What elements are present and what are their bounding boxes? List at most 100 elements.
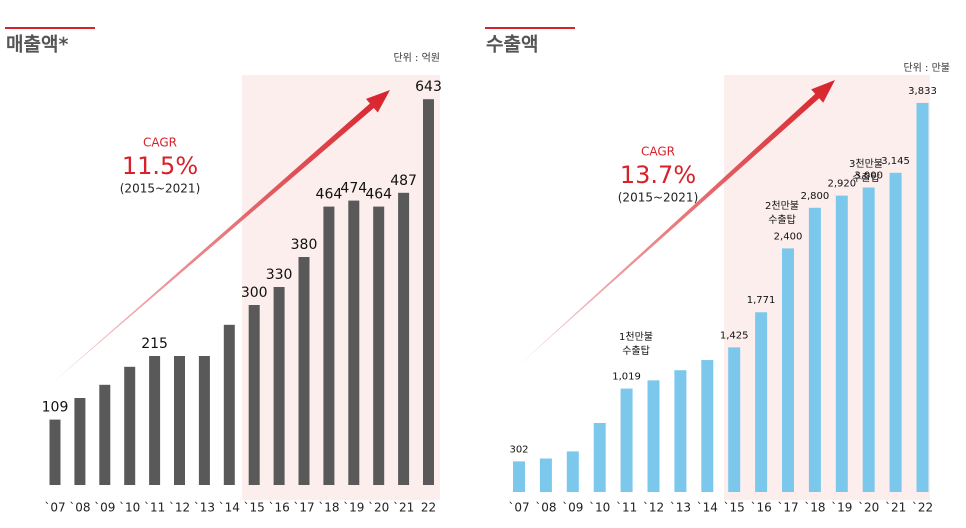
bar bbox=[298, 257, 310, 485]
highlight-region bbox=[242, 75, 440, 500]
value-label: 464 bbox=[365, 187, 392, 203]
annotation: 수출탑 bbox=[852, 172, 880, 184]
cagr-value: 11.5% bbox=[122, 152, 198, 180]
x-tick-label: `12 bbox=[169, 501, 190, 515]
chart-title: 수출액 bbox=[486, 34, 538, 56]
x-tick-label: `17 bbox=[777, 501, 798, 515]
value-label: 464 bbox=[316, 187, 343, 203]
cagr-label: CAGR bbox=[143, 136, 177, 150]
value-label: 380 bbox=[291, 237, 318, 253]
value-label: 109 bbox=[42, 400, 69, 416]
bar bbox=[755, 312, 768, 492]
value-label: 3,000 bbox=[854, 171, 883, 182]
bar bbox=[889, 172, 902, 492]
x-tick-label: `07 bbox=[44, 501, 65, 515]
value-label: 487 bbox=[390, 173, 417, 189]
value-label: 330 bbox=[266, 267, 293, 283]
unit-label: 단위 : 만불 bbox=[903, 61, 950, 74]
x-tick-label: `16 bbox=[268, 501, 289, 515]
annotation: 1천만불 bbox=[619, 331, 653, 343]
annotation: 수출탑 bbox=[622, 345, 650, 357]
bar bbox=[808, 207, 821, 493]
x-tick-label: `22 bbox=[912, 501, 933, 515]
value-label: 300 bbox=[241, 285, 268, 301]
value-label: 2,800 bbox=[801, 191, 830, 202]
x-tick-label: `21 bbox=[393, 501, 414, 515]
x-tick-label: `11 bbox=[616, 501, 637, 515]
x-tick-label: `18 bbox=[318, 501, 339, 515]
bar bbox=[835, 195, 848, 492]
x-tick-label: `10 bbox=[119, 501, 140, 515]
bar bbox=[198, 356, 210, 485]
bar bbox=[728, 347, 741, 492]
bar bbox=[273, 287, 285, 485]
x-tick-label: `14 bbox=[219, 501, 240, 515]
bar bbox=[149, 356, 161, 485]
chart-title: 매출액* bbox=[6, 34, 68, 56]
value-label: 2,920 bbox=[827, 179, 856, 190]
x-tick-label: 22 bbox=[421, 501, 436, 515]
unit-label: 단위 : 억원 bbox=[393, 51, 440, 64]
bar bbox=[174, 356, 185, 485]
value-label: 215 bbox=[141, 336, 168, 352]
x-tick-label: `15 bbox=[244, 501, 265, 515]
value-label: 3,145 bbox=[881, 156, 910, 167]
x-tick-label: `14 bbox=[697, 501, 718, 515]
bar bbox=[593, 422, 606, 492]
bar bbox=[862, 187, 875, 492]
x-tick-label: `20 bbox=[368, 501, 389, 515]
x-tick-label: `19 bbox=[343, 501, 364, 515]
x-tick-label: `12 bbox=[643, 501, 664, 515]
trend-arrow bbox=[50, 90, 390, 385]
bar bbox=[423, 99, 434, 485]
bar bbox=[99, 384, 111, 485]
value-label: 1,019 bbox=[612, 372, 641, 383]
bar bbox=[620, 388, 633, 492]
x-tick-label: `18 bbox=[804, 501, 825, 515]
annotation: 2천만불 bbox=[765, 200, 799, 212]
bar bbox=[74, 398, 86, 485]
cagr-period: (2015~2021) bbox=[618, 191, 699, 205]
trend-arrow bbox=[518, 80, 835, 366]
x-tick-label: `10 bbox=[589, 501, 610, 515]
bar bbox=[323, 206, 335, 485]
x-tick-label: `13 bbox=[670, 501, 691, 515]
x-tick-label: `21 bbox=[885, 501, 906, 515]
bar bbox=[539, 458, 552, 492]
x-tick-label: `13 bbox=[194, 501, 215, 515]
bar bbox=[373, 206, 385, 485]
bar bbox=[674, 370, 687, 492]
value-label: 474 bbox=[340, 181, 367, 197]
value-label: 302 bbox=[509, 444, 528, 455]
cagr-value: 13.7% bbox=[620, 161, 696, 189]
annotation: 3천만불 bbox=[849, 158, 883, 170]
x-tick-label: `08 bbox=[535, 501, 556, 515]
annotation: 수출탑 bbox=[768, 214, 796, 226]
value-label: 1,425 bbox=[720, 330, 749, 341]
value-label: 643 bbox=[415, 79, 442, 95]
x-tick-label: `08 bbox=[69, 501, 90, 515]
value-label: 3,833 bbox=[908, 86, 937, 97]
x-tick-label: `09 bbox=[562, 501, 583, 515]
cagr-label: CAGR bbox=[641, 145, 675, 159]
value-label: 2,400 bbox=[774, 231, 803, 242]
bar bbox=[348, 200, 360, 485]
x-tick-label: `09 bbox=[94, 501, 115, 515]
cagr-period: (2015~2021) bbox=[120, 182, 201, 196]
bar bbox=[223, 324, 235, 485]
bar bbox=[782, 248, 794, 492]
x-tick-label: `15 bbox=[724, 501, 745, 515]
bar bbox=[701, 360, 714, 492]
x-tick-label: `20 bbox=[858, 501, 879, 515]
bar bbox=[248, 305, 260, 485]
bar bbox=[398, 192, 410, 486]
x-tick-label: `07 bbox=[508, 501, 529, 515]
bar bbox=[916, 102, 929, 492]
bar bbox=[513, 461, 525, 492]
bar bbox=[49, 419, 61, 485]
bar bbox=[566, 451, 579, 492]
x-tick-label: `11 bbox=[144, 501, 165, 515]
x-tick-label: `17 bbox=[293, 501, 314, 515]
bar bbox=[647, 380, 660, 492]
